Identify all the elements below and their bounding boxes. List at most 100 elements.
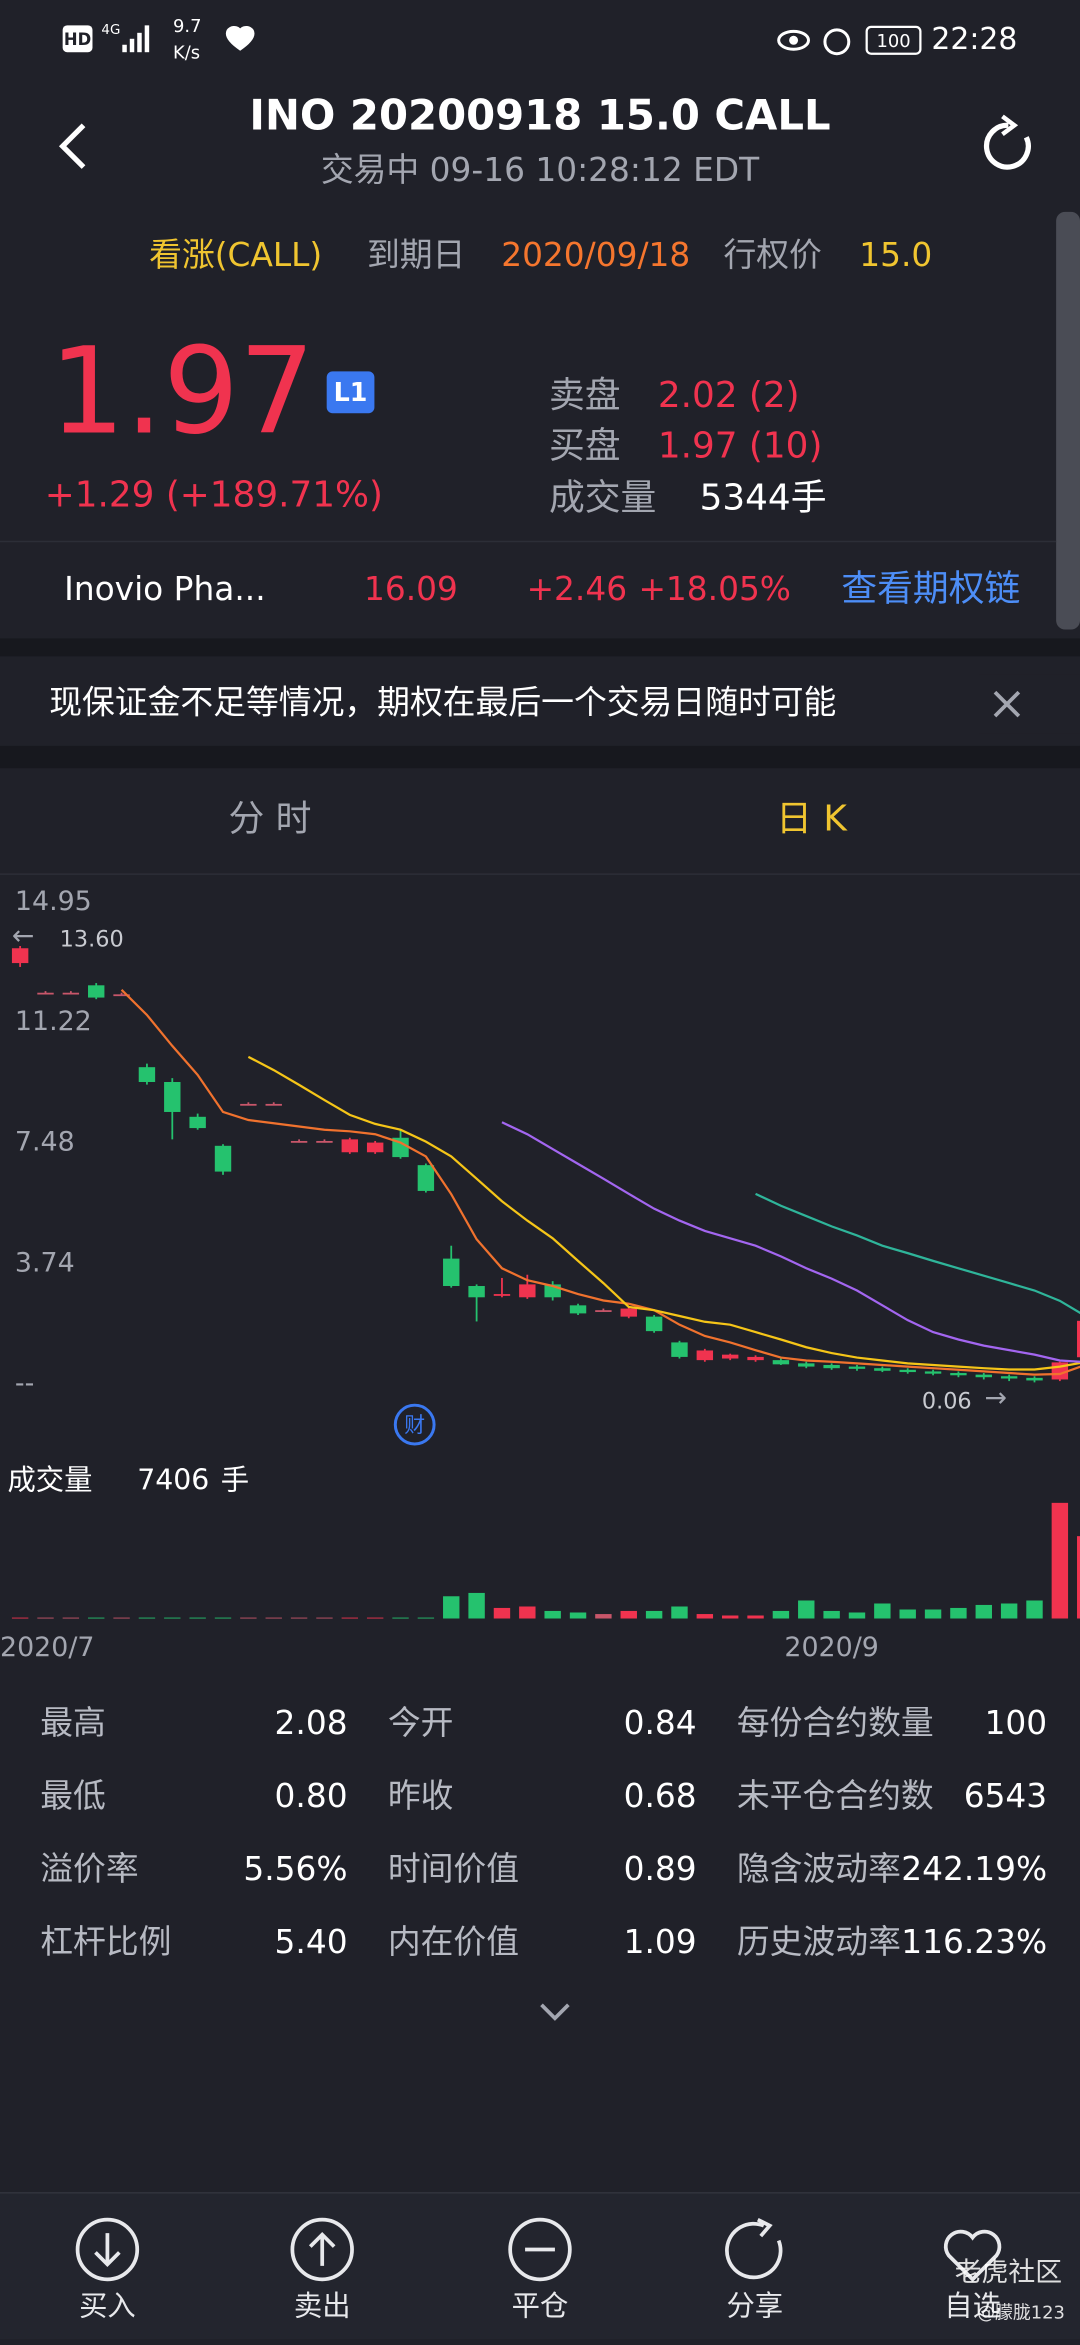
toolbar-button[interactable]: 买入 bbox=[79, 2290, 136, 2323]
candle-body bbox=[823, 1364, 840, 1369]
signal bbox=[122, 25, 150, 53]
candle-body bbox=[265, 1103, 282, 1106]
volume-bar bbox=[113, 1617, 130, 1619]
candle-body bbox=[899, 1369, 916, 1373]
volume-bar bbox=[595, 1614, 612, 1619]
earnings-glyph: 财 bbox=[404, 1413, 425, 1437]
alarm-icon bbox=[823, 28, 851, 56]
candle-body bbox=[721, 1354, 739, 1359]
title: INO 20200918 15.0 CALL bbox=[249, 90, 830, 139]
stat-label: 溢价率 bbox=[40, 1850, 138, 1888]
volume-bar bbox=[798, 1600, 815, 1619]
high-arrow: ← bbox=[12, 920, 34, 951]
candle-body bbox=[62, 992, 80, 995]
volume-bar bbox=[1051, 1502, 1069, 1619]
candle-body bbox=[950, 1373, 967, 1376]
volume-label: 成交量 bbox=[549, 478, 656, 519]
volume-bar bbox=[620, 1610, 637, 1619]
volume-bar bbox=[848, 1612, 866, 1619]
volume-bar bbox=[468, 1592, 485, 1619]
volume-bar bbox=[341, 1617, 359, 1619]
tab-intraday[interactable]: 分 时 bbox=[229, 798, 312, 839]
high-marker: 13.60 bbox=[60, 926, 124, 952]
candle-body bbox=[595, 1310, 612, 1312]
candle-body bbox=[11, 948, 29, 964]
candle-body bbox=[138, 1067, 156, 1082]
candle-body bbox=[798, 1363, 815, 1367]
candle-body bbox=[189, 1116, 206, 1129]
candle-body bbox=[341, 1139, 359, 1153]
refresh-button[interactable] bbox=[983, 122, 1031, 170]
stat-label: 内在价值 bbox=[388, 1923, 519, 1961]
stat-value: 2.08 bbox=[275, 1704, 348, 1742]
hd-text: HD bbox=[64, 30, 91, 49]
y-tick-label: 3.74 bbox=[15, 1247, 75, 1278]
volume-bar bbox=[493, 1607, 511, 1619]
toolbar-button[interactable]: 平仓 bbox=[512, 2290, 569, 2323]
expiry: 2020/09/18 bbox=[501, 236, 690, 274]
expand-button[interactable] bbox=[540, 2003, 570, 2021]
stat-label: 隐含波动率 bbox=[737, 1850, 901, 1888]
ask: 2.02 (2) bbox=[658, 375, 800, 416]
stat-value: 242.19% bbox=[901, 1850, 1047, 1888]
eye-pupil bbox=[789, 35, 799, 45]
stat-label: 杠杆比例 bbox=[40, 1923, 171, 1961]
earnings-icon[interactable] bbox=[393, 1403, 436, 1446]
toolbar-icons bbox=[75, 2217, 1002, 2282]
volume-bar bbox=[519, 1606, 536, 1619]
option-chain-link[interactable]: 查看期权链 bbox=[841, 569, 1020, 610]
watermark-brand: 老虎社区 bbox=[955, 2257, 1062, 2288]
toolbar-button[interactable]: 分享 bbox=[726, 2290, 783, 2323]
stat-value: 6543 bbox=[964, 1777, 1047, 1815]
underlying-change-pct: +18.05% bbox=[638, 570, 791, 608]
moving-average-line bbox=[755, 1192, 1080, 1315]
toolbar-button[interactable]: 自选 bbox=[944, 2290, 1001, 2323]
volume-bar bbox=[544, 1610, 561, 1619]
underlying-change: +2.46 bbox=[527, 570, 628, 608]
hd-badge bbox=[62, 25, 93, 53]
volume-bar bbox=[671, 1606, 688, 1619]
underlying-name[interactable]: Inovio Pha... bbox=[64, 570, 265, 608]
battery bbox=[865, 25, 922, 55]
back-button[interactable] bbox=[58, 123, 86, 169]
candle-body bbox=[519, 1284, 536, 1298]
candle-body bbox=[696, 1350, 714, 1361]
volume-bar bbox=[164, 1617, 181, 1619]
volume-bar bbox=[11, 1617, 29, 1619]
notice: 现保证金不足等情况，期权在最后一个交易日随时可能 bbox=[49, 684, 836, 722]
speed-unit: K/s bbox=[173, 43, 200, 64]
close-notice[interactable] bbox=[993, 690, 1021, 718]
tab-daily[interactable]: 日 K bbox=[776, 798, 848, 839]
volume-bar bbox=[88, 1617, 105, 1619]
notice-mask bbox=[978, 674, 1080, 734]
toolbar-button[interactable]: 卖出 bbox=[294, 2290, 351, 2323]
candle-body bbox=[747, 1356, 764, 1361]
toolbar bbox=[0, 2192, 1080, 2340]
change: +1.29 (+189.71%) bbox=[45, 475, 383, 516]
stat-value: 0.80 bbox=[275, 1777, 348, 1815]
candle-body bbox=[1077, 1320, 1080, 1358]
stat-label: 每份合约数量 bbox=[737, 1704, 934, 1742]
volume-bar bbox=[975, 1604, 992, 1619]
section-gap bbox=[0, 638, 1080, 657]
volume-bar bbox=[569, 1612, 587, 1619]
refresh-arrow bbox=[1001, 114, 1019, 137]
network: 4G bbox=[101, 23, 120, 38]
candle-body bbox=[924, 1371, 942, 1374]
candle-body bbox=[417, 1165, 435, 1191]
ask-label: 卖盘 bbox=[549, 375, 621, 416]
strike-label: 行权价 bbox=[723, 236, 821, 274]
candle-body bbox=[316, 1140, 333, 1143]
eye-icon bbox=[777, 29, 810, 51]
stat-label: 历史波动率 bbox=[737, 1923, 901, 1961]
candle-body bbox=[671, 1342, 688, 1357]
volume-bar bbox=[924, 1609, 942, 1619]
stat-label: 今开 bbox=[388, 1704, 454, 1742]
kline-chart: -- 3.74 7.48 11.22 14.95 2020/7 2020/9 bbox=[0, 886, 1080, 1663]
volume-bar bbox=[1026, 1600, 1043, 1619]
direction: 看涨(CALL) bbox=[149, 236, 322, 274]
moving-average-line bbox=[501, 1121, 1080, 1363]
